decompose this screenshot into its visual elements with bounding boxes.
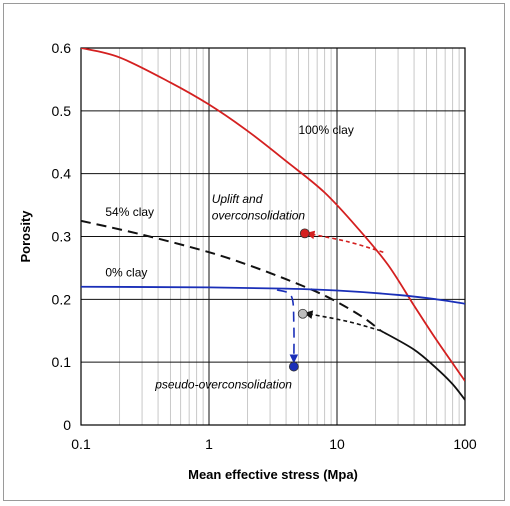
x-tick-label: 10: [329, 436, 345, 452]
y-axis-label: Porosity: [18, 210, 33, 263]
series-line: [81, 219, 382, 332]
x-axis-label: Mean effective stress (Mpa): [188, 467, 358, 482]
data-point: [297, 308, 308, 319]
arrow-path: [276, 289, 295, 363]
x-tick-label: 1: [205, 436, 213, 452]
series-line: [380, 329, 465, 401]
arrowhead: [289, 354, 299, 364]
annotation-label: 0% clay: [105, 266, 147, 280]
x-tick-label: 0.1: [71, 436, 91, 452]
y-tick-label: 0: [63, 417, 71, 433]
chart-frame: 0.1 1 10 100 0 0.1 0.2 0.3 0.4 0.5 0.6 Mean effecti…: [3, 3, 505, 501]
arrow-path: [304, 312, 382, 332]
series-line: [81, 285, 465, 305]
annotation-label: 54% clay: [105, 205, 154, 219]
annotation-label: pseudo-overconsolidation: [154, 378, 292, 392]
x-tick-label: 100: [453, 436, 477, 452]
annotation-label: overconsolidation: [212, 209, 306, 223]
annotation-label: Uplift and: [212, 192, 263, 206]
annotation-label: 100% clay: [298, 123, 353, 137]
plot-border: [80, 47, 466, 426]
y-tick-label: 0.1: [52, 354, 72, 370]
y-tick-label: 0.3: [52, 229, 72, 245]
arrow-path: [306, 232, 384, 253]
data-point: [288, 361, 299, 372]
y-tick-label: 0.6: [52, 40, 72, 56]
y-tick-label: 0.4: [52, 166, 72, 182]
series-line: [81, 48, 465, 382]
y-tick-label: 0.2: [52, 291, 72, 307]
data-point: [299, 228, 310, 239]
y-tick-label: 0.5: [52, 103, 72, 119]
